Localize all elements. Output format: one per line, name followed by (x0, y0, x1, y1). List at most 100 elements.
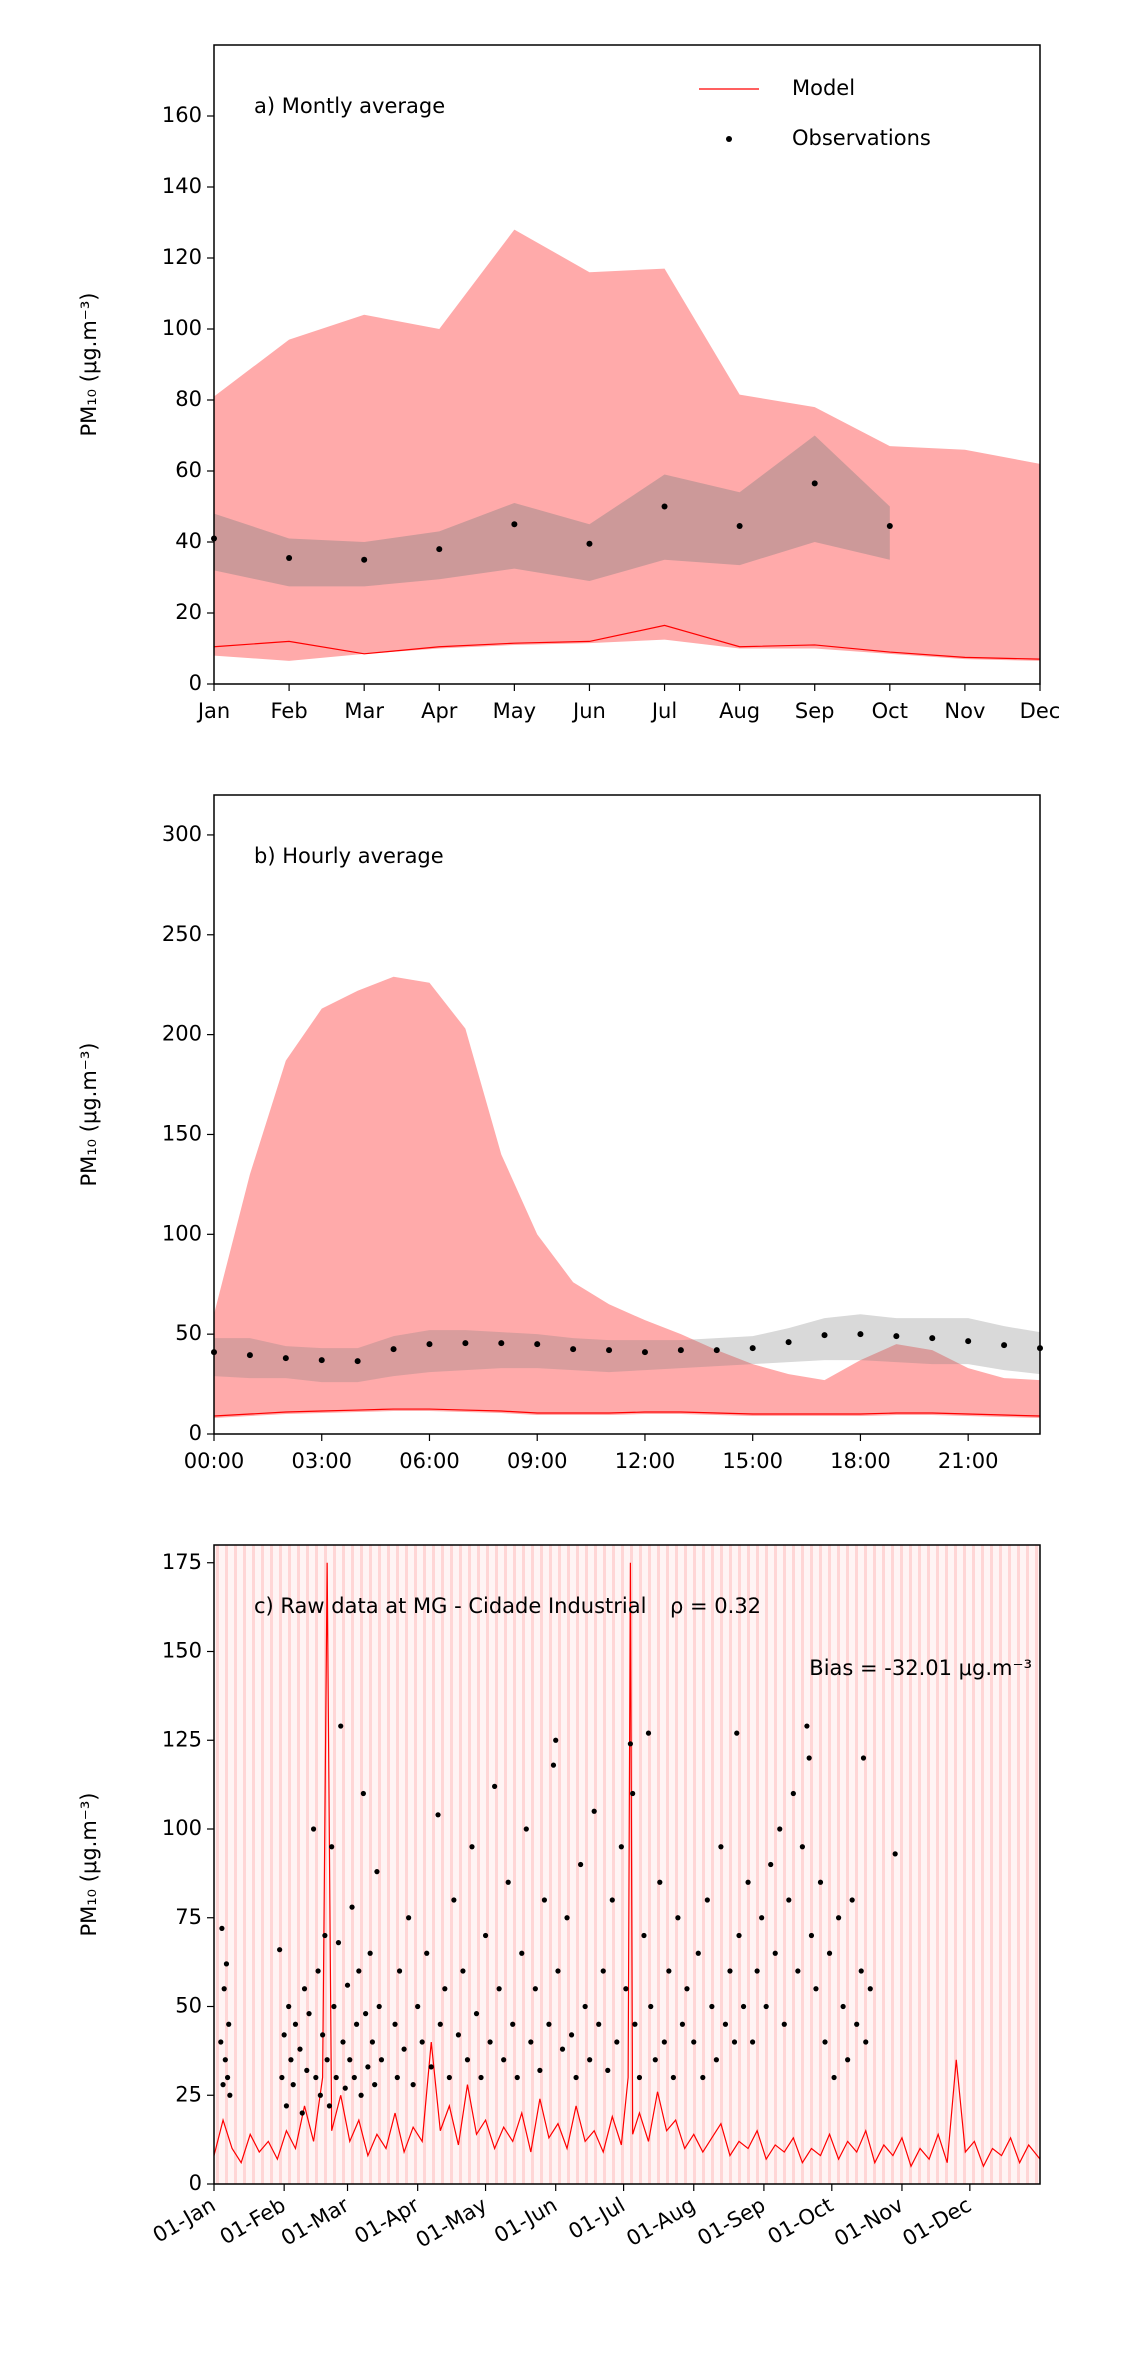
observation-dot (344, 1982, 351, 1988)
observation-dot (736, 1932, 742, 1939)
observation-dot (223, 1961, 230, 1967)
observation-dot (722, 2021, 729, 2027)
x-tick-label: 01-Apr (350, 2193, 423, 2249)
observation-dot (326, 2103, 333, 2109)
observation-dot (632, 2021, 638, 2027)
observation-dot (222, 2057, 228, 2063)
x-tick-label: Jun (571, 699, 606, 723)
observation-dot (396, 1968, 403, 1974)
observation-dot (772, 1950, 778, 1956)
y-tick-label: 75 (175, 1905, 202, 1929)
observation-dot (768, 1861, 774, 1868)
y-tick-label: 125 (162, 1727, 202, 1751)
observation-dot (358, 2092, 364, 2098)
y-tick-label: 200 (162, 1022, 202, 1046)
observation-dot (578, 1861, 584, 1868)
model-spread-background (214, 1545, 1040, 2184)
x-tick-label: Sep (795, 699, 835, 723)
y-tick-label: 250 (162, 922, 202, 946)
observation-dot (347, 2057, 353, 2063)
y-tick-label: 140 (162, 174, 202, 198)
observation-dot (528, 2039, 534, 2045)
axes-frame (213, 1544, 1041, 2185)
observation-dot (813, 1986, 819, 1992)
observation-dot (677, 1347, 684, 1354)
observation-dot (713, 1347, 720, 1354)
observation-dot (808, 1932, 815, 1939)
observation-dot (666, 1968, 672, 1974)
x-tick-label: Jul (650, 699, 677, 723)
observation-dot (892, 1851, 898, 1857)
observation-dot (218, 2039, 224, 2045)
observation-dot (292, 2021, 299, 2027)
x-tick-label: Dec (1020, 699, 1061, 723)
observation-dot (392, 2021, 398, 2027)
x-tick-label: 01-Dec (898, 2193, 975, 2251)
observation-dot (867, 1986, 873, 1992)
observation-dot (786, 1897, 792, 1903)
observation-dot (854, 2021, 860, 2027)
observation-dot (806, 1755, 812, 1761)
observation-dot (573, 2074, 579, 2081)
x-tick-label: 01-Mar (277, 2193, 353, 2251)
model-line (213, 624, 1041, 660)
x-tick-label: Nov (944, 699, 985, 723)
y-tick-label: 175 (162, 1550, 202, 1574)
observation-dot (511, 521, 518, 528)
observation-dot (541, 1897, 548, 1903)
observation-dot (221, 1986, 227, 1992)
y-tick-label: 50 (175, 1994, 202, 2018)
legend-swatch (726, 136, 732, 142)
x-tick-label: 01-Jul (564, 2193, 629, 2244)
observation-dot (893, 1333, 900, 1340)
observation-dot (290, 2082, 296, 2088)
observation-dot (342, 2085, 348, 2091)
y-axis-label: PM₁₀ (μg.m⁻³) (77, 1792, 101, 1936)
observation-dot (965, 1338, 972, 1345)
observation-dot (219, 1925, 225, 1931)
observation-dot (630, 1790, 636, 1797)
observation-dot (317, 2092, 323, 2098)
observation-dot (781, 2021, 787, 2027)
observation-dot (1001, 1342, 1008, 1349)
observation-dot (372, 2082, 378, 2088)
observation-dot (361, 556, 368, 563)
observation-dot (641, 1932, 647, 1939)
observation-dot (435, 1812, 441, 1818)
y-tick-label: 80 (175, 387, 202, 411)
x-tick-label: 06:00 (399, 1449, 460, 1473)
observation-dot (286, 2003, 292, 2010)
observation-dot (523, 1826, 529, 1832)
axes-frame (213, 44, 1041, 685)
observation-dot (568, 2032, 575, 2038)
observation-dot (763, 2003, 769, 2010)
y-tick-label: 150 (162, 1121, 202, 1145)
observation-dot (886, 523, 893, 530)
observation-dot (759, 1915, 765, 1921)
x-tick-label: 09:00 (507, 1449, 568, 1473)
y-tick-label: 50 (175, 1321, 202, 1345)
observation-dot (929, 1335, 936, 1342)
observation-dot (283, 2103, 290, 2109)
observation-dot (277, 1947, 283, 1953)
observation-dot (310, 1826, 317, 1832)
x-tick-label: 21:00 (938, 1449, 999, 1473)
observation-dot (462, 1340, 469, 1347)
observation-dot (363, 2011, 369, 2017)
observation-dot (777, 1826, 783, 1832)
observation-dot (731, 2039, 738, 2045)
observation-dot (301, 1986, 308, 1992)
observation-dot (587, 2057, 593, 2063)
stat-annotation: Bias = -32.01 μg.m⁻³ (809, 1656, 1032, 1680)
observation-dot (849, 1897, 855, 1903)
observation-dot (367, 1950, 373, 1956)
observation-dot (627, 1741, 633, 1747)
observation-dot (455, 2032, 462, 2038)
x-tick-label: May (493, 699, 536, 723)
y-tick-label: 40 (175, 529, 202, 553)
observation-dot (282, 1355, 289, 1362)
y-tick-label: 20 (175, 600, 202, 624)
observation-dot (498, 1340, 505, 1347)
observation-dot (313, 2074, 319, 2081)
y-axis-label: PM₁₀ (μg.m⁻³) (77, 292, 101, 436)
